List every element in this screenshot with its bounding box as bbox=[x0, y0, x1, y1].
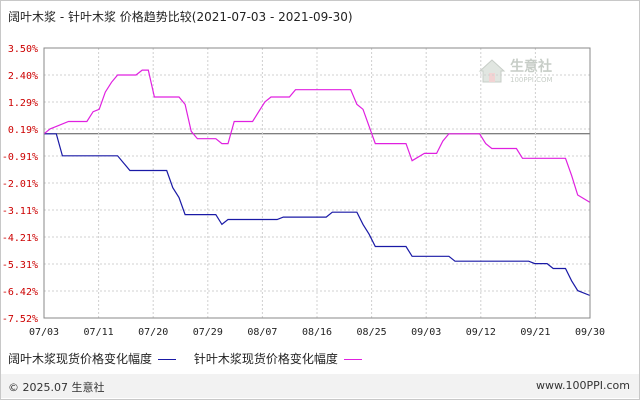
x-tick-label: 07/29 bbox=[193, 327, 223, 338]
house-logo-icon bbox=[478, 59, 506, 83]
legend-label-2: 针叶木浆现货价格变化幅度 bbox=[193, 352, 338, 366]
y-tick-label: -2.01% bbox=[2, 179, 38, 190]
x-tick-label: 07/20 bbox=[138, 327, 168, 338]
y-tick-label: -5.31% bbox=[2, 260, 38, 271]
y-tick-label: 0.19% bbox=[8, 125, 38, 136]
legend-swatch-1 bbox=[158, 359, 177, 360]
y-tick-labels: 3.50% 2.40% 1.29% 0.19% -0.91% -2.01% -3.11% -4… bbox=[2, 44, 38, 325]
x-tick-label: 09/12 bbox=[466, 327, 496, 338]
x-tick-label: 09/21 bbox=[520, 327, 550, 338]
legend: 阔叶木浆现货价格变化幅度 针叶木浆现货价格变化幅度 bbox=[8, 350, 376, 367]
chart-title: 阔叶木浆 - 针叶木浆 价格趋势比较(2021-07-03 - 2021-09-… bbox=[8, 10, 353, 24]
legend-item-2: 针叶木浆现货价格变化幅度 bbox=[194, 350, 362, 367]
y-tick-label: -7.52% bbox=[2, 314, 38, 325]
series-line-2 bbox=[43, 69, 591, 203]
grid-lines bbox=[44, 47, 590, 319]
y-tick-label: 1.29% bbox=[8, 98, 38, 109]
x-tick-labels: 07/03 07/11 07/20 07/29 08/07 08/16 08/25 09/03… bbox=[29, 327, 605, 338]
y-tick-label: 3.50% bbox=[8, 44, 38, 55]
watermark-url: 100PPI.COM bbox=[510, 76, 553, 84]
y-tick-label: -3.11% bbox=[2, 206, 38, 217]
x-tick-label: 09/03 bbox=[411, 327, 441, 338]
x-tick-label: 09/30 bbox=[575, 327, 605, 338]
y-tick-label: -6.42% bbox=[2, 287, 38, 298]
y-tick-label: 2.40% bbox=[8, 71, 38, 82]
x-tick-label: 08/16 bbox=[302, 327, 332, 338]
footer-site-link[interactable]: www.100PPI.com bbox=[536, 379, 630, 392]
y-tick-label: -4.21% bbox=[2, 233, 38, 244]
legend-label-1: 阔叶木浆现货价格变化幅度 bbox=[8, 352, 153, 366]
footer-bar bbox=[1, 374, 639, 398]
y-tick-label: -0.91% bbox=[2, 152, 38, 163]
series-line-1 bbox=[44, 133, 591, 297]
series-lines bbox=[43, 69, 591, 297]
x-tick-label: 08/25 bbox=[357, 327, 387, 338]
x-tick-label: 07/03 bbox=[29, 327, 59, 338]
legend-swatch-2 bbox=[343, 359, 362, 360]
footer-copyright: © 2025.07 生意社 bbox=[8, 381, 105, 394]
plot-border bbox=[43, 47, 591, 319]
x-tick-label: 08/07 bbox=[247, 327, 277, 338]
watermark-name: 生意社 bbox=[510, 59, 552, 75]
legend-item-1: 阔叶木浆现货价格变化幅度 bbox=[8, 350, 177, 367]
x-tick-label: 07/11 bbox=[84, 327, 114, 338]
watermark: 生意社 100PPI.COM bbox=[478, 54, 578, 94]
